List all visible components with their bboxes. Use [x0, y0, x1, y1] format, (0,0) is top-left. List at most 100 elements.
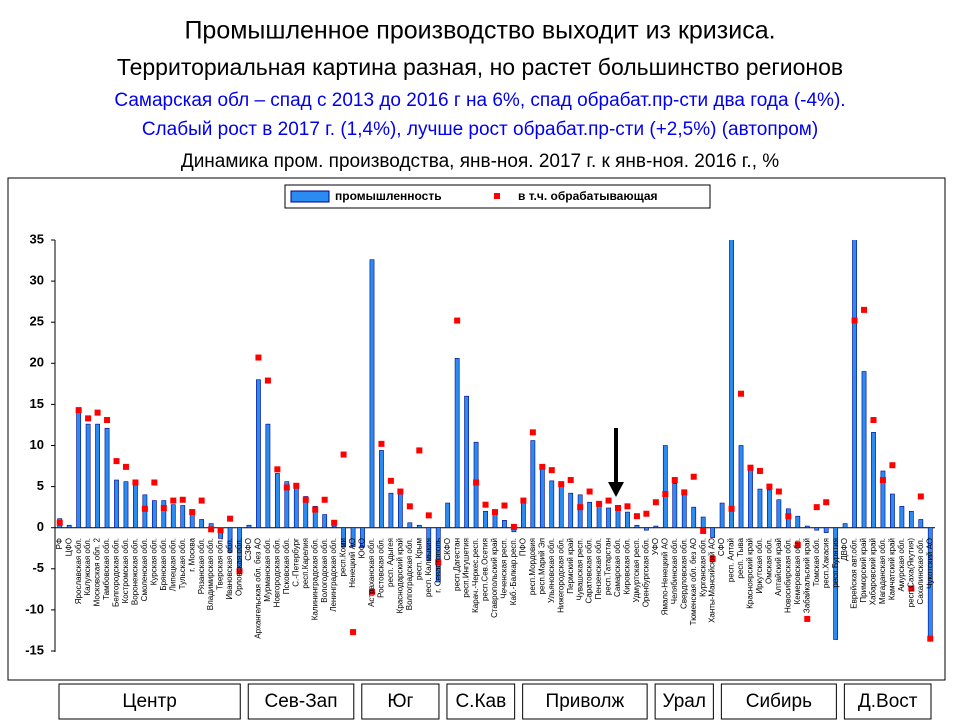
dot	[794, 541, 801, 548]
dot	[397, 488, 404, 495]
bar	[246, 524, 252, 529]
x-tick-label: СЗФО	[244, 538, 253, 561]
bar	[691, 506, 697, 528]
bar	[350, 527, 356, 547]
dot	[889, 462, 896, 469]
x-tick-label: Амурская обл.	[897, 538, 906, 592]
bar	[871, 432, 876, 528]
group-box	[247, 683, 355, 720]
x-tick-label: Оренбургская обл.	[642, 538, 651, 607]
group-box	[361, 683, 440, 720]
bar	[369, 259, 375, 528]
dot	[548, 467, 555, 474]
x-tick-label: Псковская обл.	[282, 538, 291, 594]
x-tick-label: Ямало-Ненецкий АО	[660, 538, 669, 615]
dot	[293, 482, 300, 489]
x-tick-label: респ.Татарстан	[604, 538, 613, 595]
dot	[312, 506, 319, 513]
dot	[879, 477, 886, 484]
dot	[652, 499, 659, 506]
bar	[445, 502, 451, 529]
bar	[483, 510, 488, 529]
bar	[85, 423, 91, 528]
bar	[76, 407, 82, 528]
dot	[94, 409, 101, 416]
x-tick-label: Ханты-Мансийский АО	[708, 538, 717, 623]
subtitle: Территориальная картина разная, но расте…	[117, 54, 843, 80]
bar	[256, 379, 261, 528]
bar	[776, 499, 782, 529]
group-label: Центр	[122, 691, 176, 712]
x-tick-label: Краснодарский край	[395, 538, 404, 613]
x-tick-label: Сахалинская обл.	[916, 538, 925, 604]
dot	[179, 496, 186, 503]
bar	[804, 525, 810, 529]
x-tick-label: г. Севастополь	[433, 538, 442, 593]
x-tick-label: Чукотский АО	[925, 538, 934, 589]
dot	[482, 501, 489, 508]
x-tick-label: Вологодская обл.	[320, 538, 329, 603]
x-tick-label: Свердловская обл.	[679, 538, 688, 609]
dot	[738, 390, 745, 397]
x-tick-label: Брянская обл.	[159, 538, 168, 591]
bar	[757, 488, 763, 529]
bar	[502, 520, 507, 529]
bar	[379, 450, 384, 529]
dot	[416, 447, 423, 454]
bar	[625, 511, 630, 528]
x-tick-label: респ. Крым	[414, 538, 423, 580]
bar	[265, 423, 271, 528]
x-tick-label: Костромская обл.	[121, 538, 130, 603]
group-label: Сибирь	[746, 691, 812, 712]
x-tick-label: Нижегородская обл.	[556, 538, 565, 613]
bar	[634, 524, 640, 529]
y-tick-label: 30	[30, 273, 44, 288]
y-tick-label: 10	[30, 437, 44, 452]
dot	[671, 477, 678, 484]
dot	[331, 519, 338, 526]
group-box	[446, 683, 516, 720]
bar	[653, 525, 659, 529]
dot	[813, 504, 820, 511]
dot	[122, 463, 129, 470]
bar	[416, 524, 422, 529]
arrow-head	[608, 482, 624, 497]
x-tick-label: Камчатский край	[888, 538, 897, 600]
legend-label: промышленность	[335, 189, 442, 203]
x-tick-label: Кемеровская обл.	[793, 538, 802, 604]
bar	[388, 492, 394, 528]
x-tick-label: респ.Дагестан	[452, 538, 461, 591]
x-tick-label: Кировская обл.	[623, 538, 632, 594]
bar	[729, 240, 734, 529]
x-tick-label: Ростовская обл.	[377, 538, 386, 598]
x-tick-label: Карач.-Черкес.респ.	[471, 538, 480, 613]
y-tick-label: 15	[30, 396, 44, 411]
dot	[473, 479, 480, 486]
dot	[435, 559, 442, 566]
bar	[180, 505, 186, 529]
group-label: Урал	[663, 691, 706, 712]
dot	[681, 489, 688, 496]
dot	[217, 527, 224, 534]
group-box	[720, 683, 837, 720]
bar	[199, 519, 205, 528]
x-tick-label: респ. Тыва	[736, 537, 745, 578]
bar	[274, 473, 280, 528]
x-tick-label: Смоленская обл.	[140, 538, 149, 601]
dot	[378, 440, 385, 447]
y-tick-label: -10	[25, 601, 44, 616]
x-tick-label: Тверская обл.	[216, 538, 225, 590]
bar	[161, 500, 167, 529]
dot	[501, 502, 508, 509]
bar	[322, 514, 328, 528]
dot	[567, 477, 574, 484]
x-tick-label: Ивановская обл.	[225, 538, 234, 600]
dot	[785, 513, 792, 520]
x-tick-label: ЮФО	[358, 538, 367, 558]
x-tick-label: Архангельская обл. без АО	[254, 538, 263, 639]
dot	[861, 306, 868, 313]
dot	[75, 407, 82, 414]
legend-label: в т.ч. обрабатывающая	[518, 189, 658, 203]
x-tick-label: Челябинская обл.	[670, 538, 679, 604]
dot	[756, 467, 763, 474]
